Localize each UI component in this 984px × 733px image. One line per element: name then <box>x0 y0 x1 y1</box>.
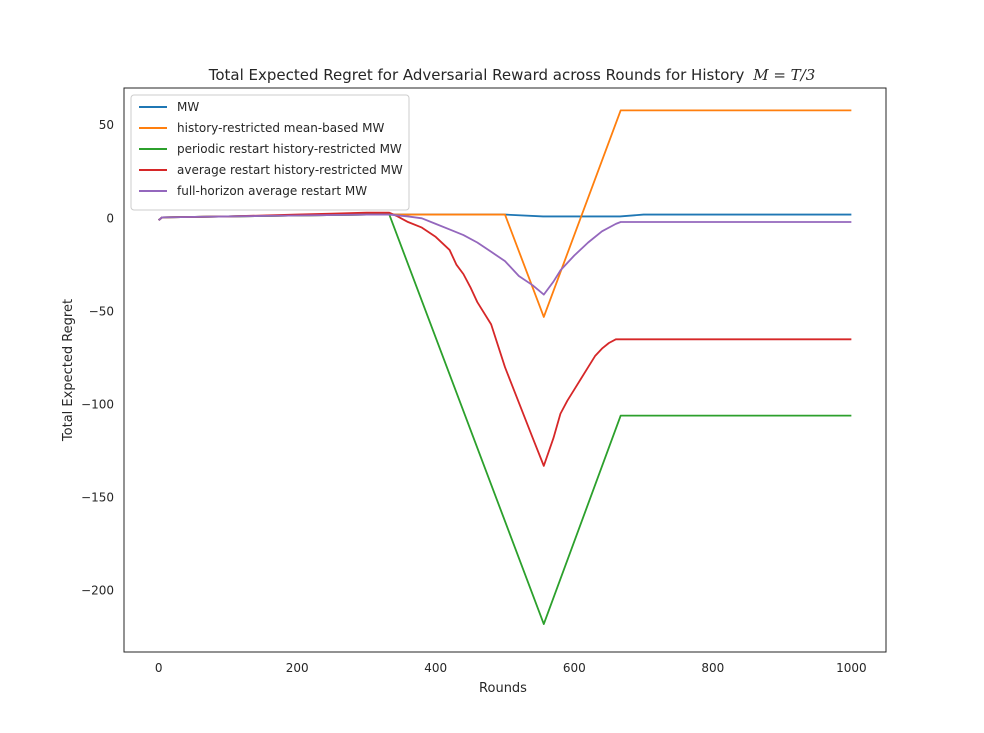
legend-label: history-restricted mean-based MW <box>177 121 385 135</box>
legend-label: average restart history-restricted MW <box>177 163 403 177</box>
series-line-4 <box>158 211 852 467</box>
legend: MW history-restricted mean-based MW period… <box>130 94 410 211</box>
y-tick-label: −200 <box>81 584 114 598</box>
legend-label: full-horizon average restart MW <box>177 184 367 198</box>
chart-title: Total Expected Regret for Adversarial Re… <box>208 66 816 84</box>
series-line-5 <box>158 213 852 296</box>
x-tick-label: 600 <box>563 661 586 675</box>
chart-title-math: M = T/3 <box>752 66 815 84</box>
x-tick-label: 800 <box>701 661 724 675</box>
x-tick-label: 1000 <box>836 661 867 675</box>
x-tick-label: 200 <box>286 661 309 675</box>
chart-title-text: Total Expected Regret for Adversarial Re… <box>208 66 745 84</box>
y-tick-label: 50 <box>99 118 114 132</box>
x-axis-label: Rounds <box>479 681 527 696</box>
axes-frame <box>123 87 887 653</box>
legend-box <box>130 94 410 211</box>
y-tick-label: 0 <box>106 211 114 225</box>
x-tick-label: 0 <box>155 661 163 675</box>
legend-label: MW <box>177 100 199 114</box>
legend-label: periodic restart history-restricted MW <box>177 142 402 156</box>
x-tick-label: 400 <box>424 661 447 675</box>
y-axis-label: Total Expected Regret <box>61 299 76 442</box>
y-tick-label: −100 <box>81 397 114 411</box>
y-tick-label: −50 <box>89 304 114 318</box>
y-tick-label: −150 <box>81 491 114 505</box>
